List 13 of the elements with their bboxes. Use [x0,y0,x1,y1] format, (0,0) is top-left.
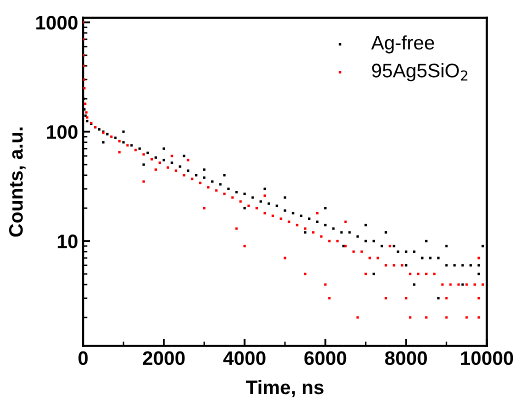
x-axis-title: Time, ns [246,380,324,398]
y-tick-label: 100 [47,125,78,139]
x-tick-label: 8000 [385,351,427,366]
x-tick-label: 4000 [223,351,266,366]
legend-label: Ag-free [371,35,434,54]
x-tick-label: 2000 [142,351,185,366]
y-axis-title: Counts, a.u. [9,128,26,237]
y-tick-label: 10 [58,234,78,248]
x-tick-label: 0 [78,351,88,366]
y-tick-label: 1000 [36,16,78,30]
x-tick-label: 10000 [461,351,513,366]
legend-label: 95Ag5SiO$_{2}$ [372,63,468,82]
x-tick-label: 6000 [304,351,346,366]
